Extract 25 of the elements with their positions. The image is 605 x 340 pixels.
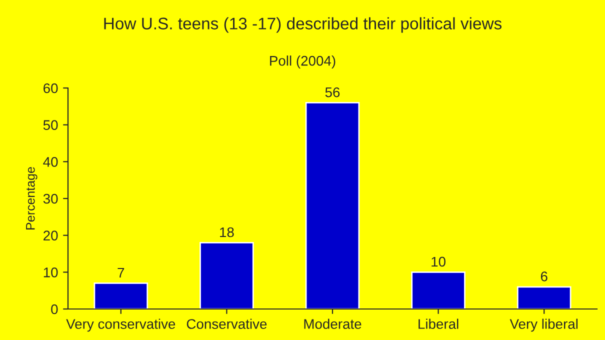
bar [411, 271, 466, 309]
bar [516, 286, 572, 309]
chart-subtitle: Poll (2004) [270, 56, 336, 68]
data-label: 56 [325, 87, 340, 98]
x-tick-label: Liberal [418, 318, 458, 329]
x-tick-label: Very conservative [66, 318, 176, 332]
chart-title: How U.S. teens (13 -17) described their political views [104, 17, 502, 33]
x-tick-label: Conservative [186, 318, 267, 329]
x-tick-label: Very liberal [510, 318, 578, 332]
data-label: 7 [118, 268, 124, 278]
y-tick-label: 60 [44, 83, 58, 94]
bar [200, 242, 254, 309]
data-label: 10 [432, 256, 446, 267]
y-axis-title: Percentage [26, 167, 38, 230]
y-tick-label: 50 [43, 120, 58, 130]
x-tick-label: Moderate [304, 318, 362, 329]
y-tick-label: 20 [44, 230, 58, 241]
y-tick-label: 0 [51, 304, 58, 314]
y-tick-label: 30 [43, 194, 58, 204]
y-tick-label: 40 [43, 157, 58, 167]
bar [94, 282, 148, 309]
data-label: 6 [540, 272, 548, 282]
y-tick-label: 10 [44, 268, 58, 278]
data-label: 18 [220, 227, 234, 238]
bar [305, 102, 360, 309]
